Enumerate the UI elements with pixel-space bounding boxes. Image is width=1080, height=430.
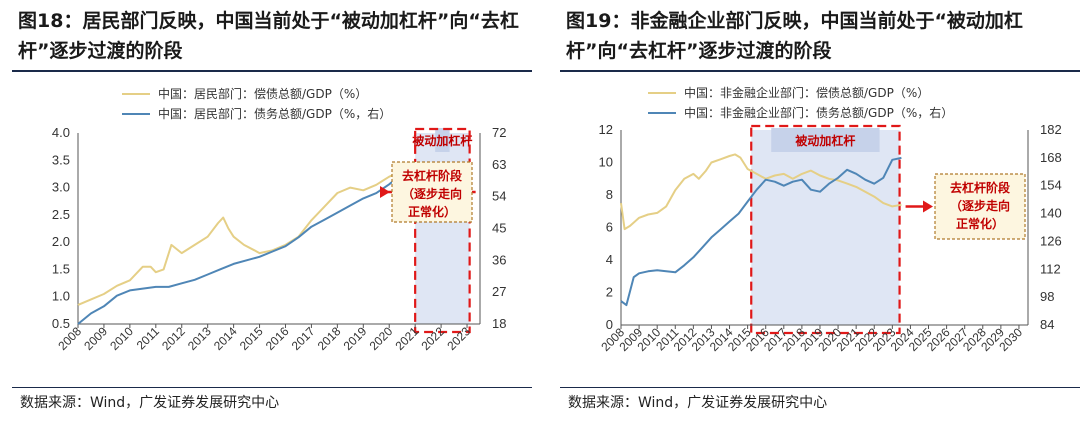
x-tick-label: 2022 <box>418 324 447 353</box>
callout-line: 去杠杆阶段 <box>950 180 1011 195</box>
x-tick-label: 2021 <box>393 324 422 353</box>
left-y-tick: 8 <box>606 187 613 202</box>
right-y-tick: 27 <box>492 284 506 299</box>
legend-label: 中国：非金融企业部门：债务总额/GDP（%，右） <box>684 105 953 120</box>
figure-18-panel: 图18：居民部门反映，中国当前处于“被动加杠杆”向“去杠杆”逐步过渡的阶段 被动… <box>12 0 542 430</box>
band-label: 被动加杠杆 <box>412 133 472 148</box>
right-y-tick: 36 <box>492 252 506 267</box>
passive-leverage-dashed-frame <box>750 124 901 335</box>
figure-18-source: 数据来源：Wind，广发证券发展研究中心 <box>20 395 280 411</box>
right-y-tick: 84 <box>1040 317 1054 332</box>
arrow-head-icon <box>380 186 390 198</box>
x-tick-label: 2012 <box>159 324 188 353</box>
figure-18-title: 图18：居民部门反映，中国当前处于“被动加杠杆”向“去杠杆”逐步过渡的阶段 <box>18 10 519 62</box>
title-rule <box>560 70 1080 72</box>
left-y-tick: 0.5 <box>52 316 70 331</box>
left-y-tick: 2.0 <box>52 234 70 249</box>
x-tick-label: 2017 <box>289 324 318 353</box>
title-rule <box>12 70 532 72</box>
right-y-tick: 54 <box>492 189 506 204</box>
legend-label: 中国：居民部门：债务总额/GDP（%，右） <box>158 106 391 121</box>
legend-label: 中国：居民部门：偿债总额/GDP（%） <box>158 86 367 101</box>
x-tick-label: 2020 <box>367 324 396 353</box>
left-y-tick: 6 <box>606 220 613 235</box>
right-y-tick: 112 <box>1040 261 1061 276</box>
right-y-tick: 45 <box>492 221 506 236</box>
figure-19-chart: 被动加杠杆02468101284981121261401541681822008… <box>598 85 1062 354</box>
x-tick-label: 2014 <box>211 324 240 353</box>
x-tick-label: 2019 <box>341 324 370 353</box>
band-label: 被动加杠杆 <box>795 133 855 148</box>
right-y-tick: 126 <box>1040 233 1062 248</box>
deleveraging-callout-box <box>391 161 473 223</box>
deleveraging-callout-box <box>934 173 1026 240</box>
band-label-box <box>771 128 880 152</box>
right-y-tick: 63 <box>492 157 506 172</box>
arrow-head-icon <box>923 200 933 213</box>
band-label-box <box>435 128 450 152</box>
figure-19-title: 图19：非金融企业部门反映，中国当前处于“被动加杠杆”向“去杠杆”逐步过渡的阶段 <box>566 10 1023 62</box>
left-y-tick: 3.5 <box>52 152 70 167</box>
right-y-tick: 168 <box>1040 150 1062 165</box>
left-y-tick: 12 <box>599 122 613 137</box>
passive-leverage-dashed-frame <box>414 127 471 334</box>
callout-line: 正常化） <box>956 216 1004 231</box>
figure-19-source: 数据来源：Wind，广发证券发展研究中心 <box>568 395 828 411</box>
left-y-tick: 0 <box>606 317 613 332</box>
passive-leverage-band <box>751 130 900 325</box>
right-y-tick: 154 <box>1040 178 1062 193</box>
left-y-tick: 4.0 <box>52 125 70 140</box>
callout-line: （逐步走向 <box>950 198 1010 213</box>
right-y-tick: 140 <box>1040 206 1062 221</box>
figure-18-chart: 被动加杠杆 0.5 1.0 1.5 2.0 2.5 3.0 3.5 4.0 18 27 36 45 54 6… <box>52 86 507 353</box>
x-tick-label: 2018 <box>315 324 344 353</box>
left-y-tick: 3.0 <box>52 180 70 195</box>
left-y-tick: 1.5 <box>52 261 70 276</box>
series-line-debt-service <box>620 153 902 231</box>
left-y-tick: 2 <box>606 285 613 300</box>
source-rule <box>12 387 532 388</box>
callout-line: 去杠杆阶段 <box>402 168 463 183</box>
right-y-tick: 18 <box>492 316 506 331</box>
series-line-total-debt <box>620 156 902 307</box>
left-y-tick: 4 <box>606 252 613 267</box>
source-rule <box>560 387 1080 388</box>
x-tick-label: 2013 <box>185 324 214 353</box>
x-tick-label: 2009 <box>81 324 110 353</box>
callout-line: （逐步走向 <box>402 186 462 201</box>
legend-label: 中国：非金融企业部门：偿债总额/GDP（%） <box>684 85 929 100</box>
callout-line: 正常化） <box>408 204 456 219</box>
x-tick-label: 2011 <box>134 324 162 352</box>
left-y-tick: 10 <box>599 155 613 170</box>
left-y-tick: 1.0 <box>52 289 70 304</box>
x-tick-label: 2016 <box>263 324 292 353</box>
right-y-tick: 72 <box>492 125 506 140</box>
figure-19-panel: 图19：非金融企业部门反映，中国当前处于“被动加杠杆”向“去杠杆”逐步过渡的阶段… <box>560 0 1080 430</box>
right-y-tick: 182 <box>1040 122 1062 137</box>
x-tick-label: 2010 <box>107 324 136 353</box>
right-y-tick: 98 <box>1040 289 1054 304</box>
left-y-tick: 2.5 <box>52 207 70 222</box>
x-tick-label: 2015 <box>237 324 266 353</box>
